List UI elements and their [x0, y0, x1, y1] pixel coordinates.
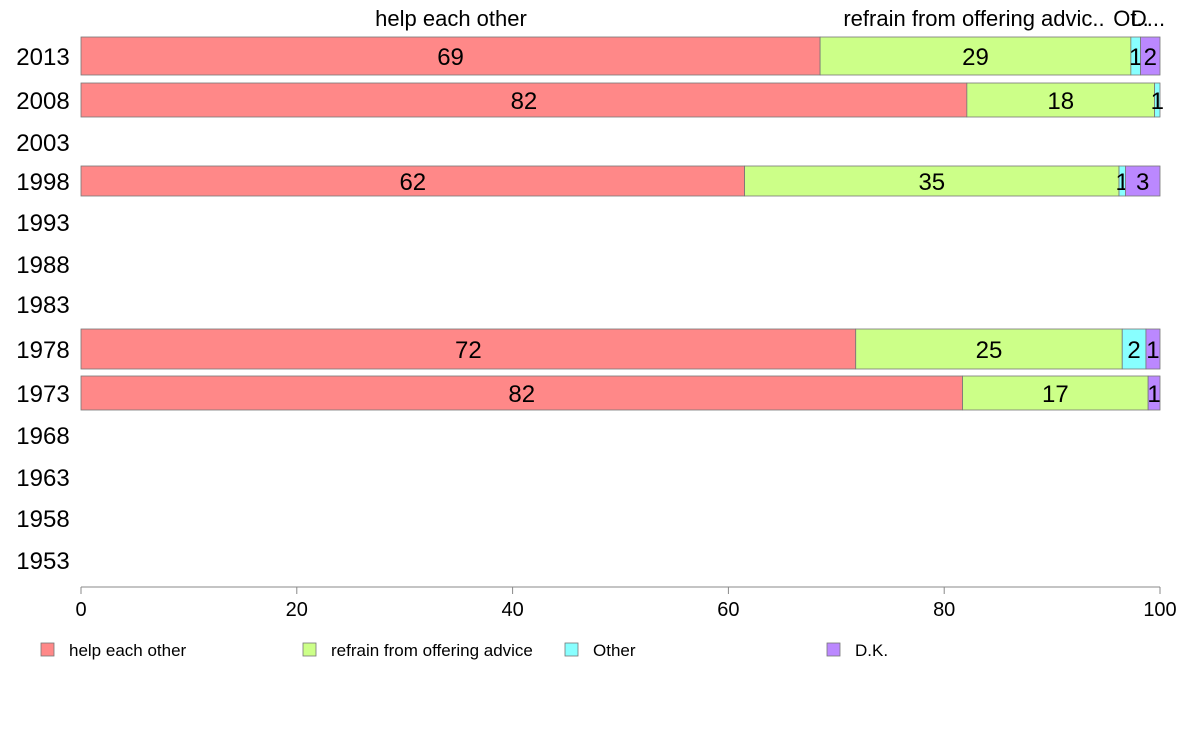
x-tick-label: 60	[717, 599, 739, 621]
legend-swatch	[302, 642, 317, 657]
data-label: 1	[1129, 44, 1142, 71]
data-label: 1	[1146, 337, 1159, 364]
top-label: help each other	[375, 6, 527, 31]
bar-segment	[1154, 82, 1161, 118]
bar-segment	[80, 165, 745, 197]
top-labels: help each other refrain from offering adv…	[375, 6, 1165, 31]
data-label: 29	[962, 44, 989, 71]
data-label: 3	[1136, 169, 1149, 196]
legend-label: refrain from offering advice	[331, 641, 533, 660]
legend-label: help each other	[69, 641, 187, 660]
x-tick-label: 40	[501, 599, 523, 621]
y-tick-label: 2013	[16, 44, 69, 71]
legend-swatch	[826, 642, 841, 657]
legend-label: Other	[593, 641, 636, 660]
data-label: 1	[1147, 381, 1160, 408]
data-label: 25	[976, 337, 1003, 364]
bars: 69 29 1 282 18 162 35 1 372 25 2 182 17 1	[80, 36, 1164, 411]
data-label: 2	[1144, 44, 1157, 71]
data-label: 82	[511, 88, 538, 115]
legend-swatch	[40, 642, 55, 657]
bar-segment	[1147, 375, 1161, 411]
data-label: 2	[1127, 337, 1140, 364]
y-tick-label: 1953	[16, 548, 69, 575]
bar-segment	[1125, 165, 1161, 197]
data-label: 72	[455, 337, 482, 364]
y-tick-label: 1988	[16, 252, 69, 279]
y-tick-label: 1963	[16, 465, 69, 492]
y-axis-tick-labels: 2013 2008 2003 1998 1993 1988 1983 1978 1973 1968…	[16, 44, 69, 575]
legend-label: D.K.	[855, 641, 888, 660]
y-tick-label: 1978	[16, 337, 69, 364]
top-label: D...	[1131, 6, 1165, 31]
y-tick-label: 1998	[16, 169, 69, 196]
bar-segment	[80, 375, 963, 411]
x-tick-label: 0	[75, 599, 86, 621]
bar-segment	[962, 375, 1149, 411]
y-tick-label: 2003	[16, 130, 69, 157]
bar-segment	[855, 328, 1123, 370]
x-tick-label: 20	[286, 599, 308, 621]
bar-segment	[819, 36, 1132, 76]
bar-segment	[80, 328, 857, 370]
bar-segment	[966, 82, 1156, 118]
data-label: 62	[399, 169, 426, 196]
top-label: refrain from offering advic..	[843, 6, 1104, 31]
data-label: 17	[1042, 381, 1069, 408]
y-tick-label: 1968	[16, 423, 69, 450]
y-tick-label: 1983	[16, 292, 69, 319]
data-label: 35	[918, 169, 945, 196]
x-axis: 0 20 40 60 80 100	[75, 586, 1177, 621]
data-label: 69	[437, 44, 464, 71]
bar-segment	[1145, 328, 1161, 370]
bar-segment	[744, 165, 1120, 197]
bar-segment	[80, 82, 968, 118]
legend: help each other refrain from offering adv…	[40, 641, 888, 660]
y-tick-label: 1993	[16, 210, 69, 237]
bar-segment	[80, 36, 821, 76]
data-label: 82	[508, 381, 535, 408]
y-tick-label: 1973	[16, 381, 69, 408]
data-label: 18	[1047, 88, 1074, 115]
bar-segment	[1140, 36, 1161, 76]
legend-swatch	[564, 642, 579, 657]
y-tick-label: 1958	[16, 506, 69, 533]
x-tick-label: 80	[933, 599, 955, 621]
x-tick-label: 100	[1143, 599, 1176, 621]
top-label: Ot..	[1113, 6, 1148, 31]
data-label: 1	[1151, 88, 1164, 115]
y-tick-label: 2008	[16, 88, 69, 115]
